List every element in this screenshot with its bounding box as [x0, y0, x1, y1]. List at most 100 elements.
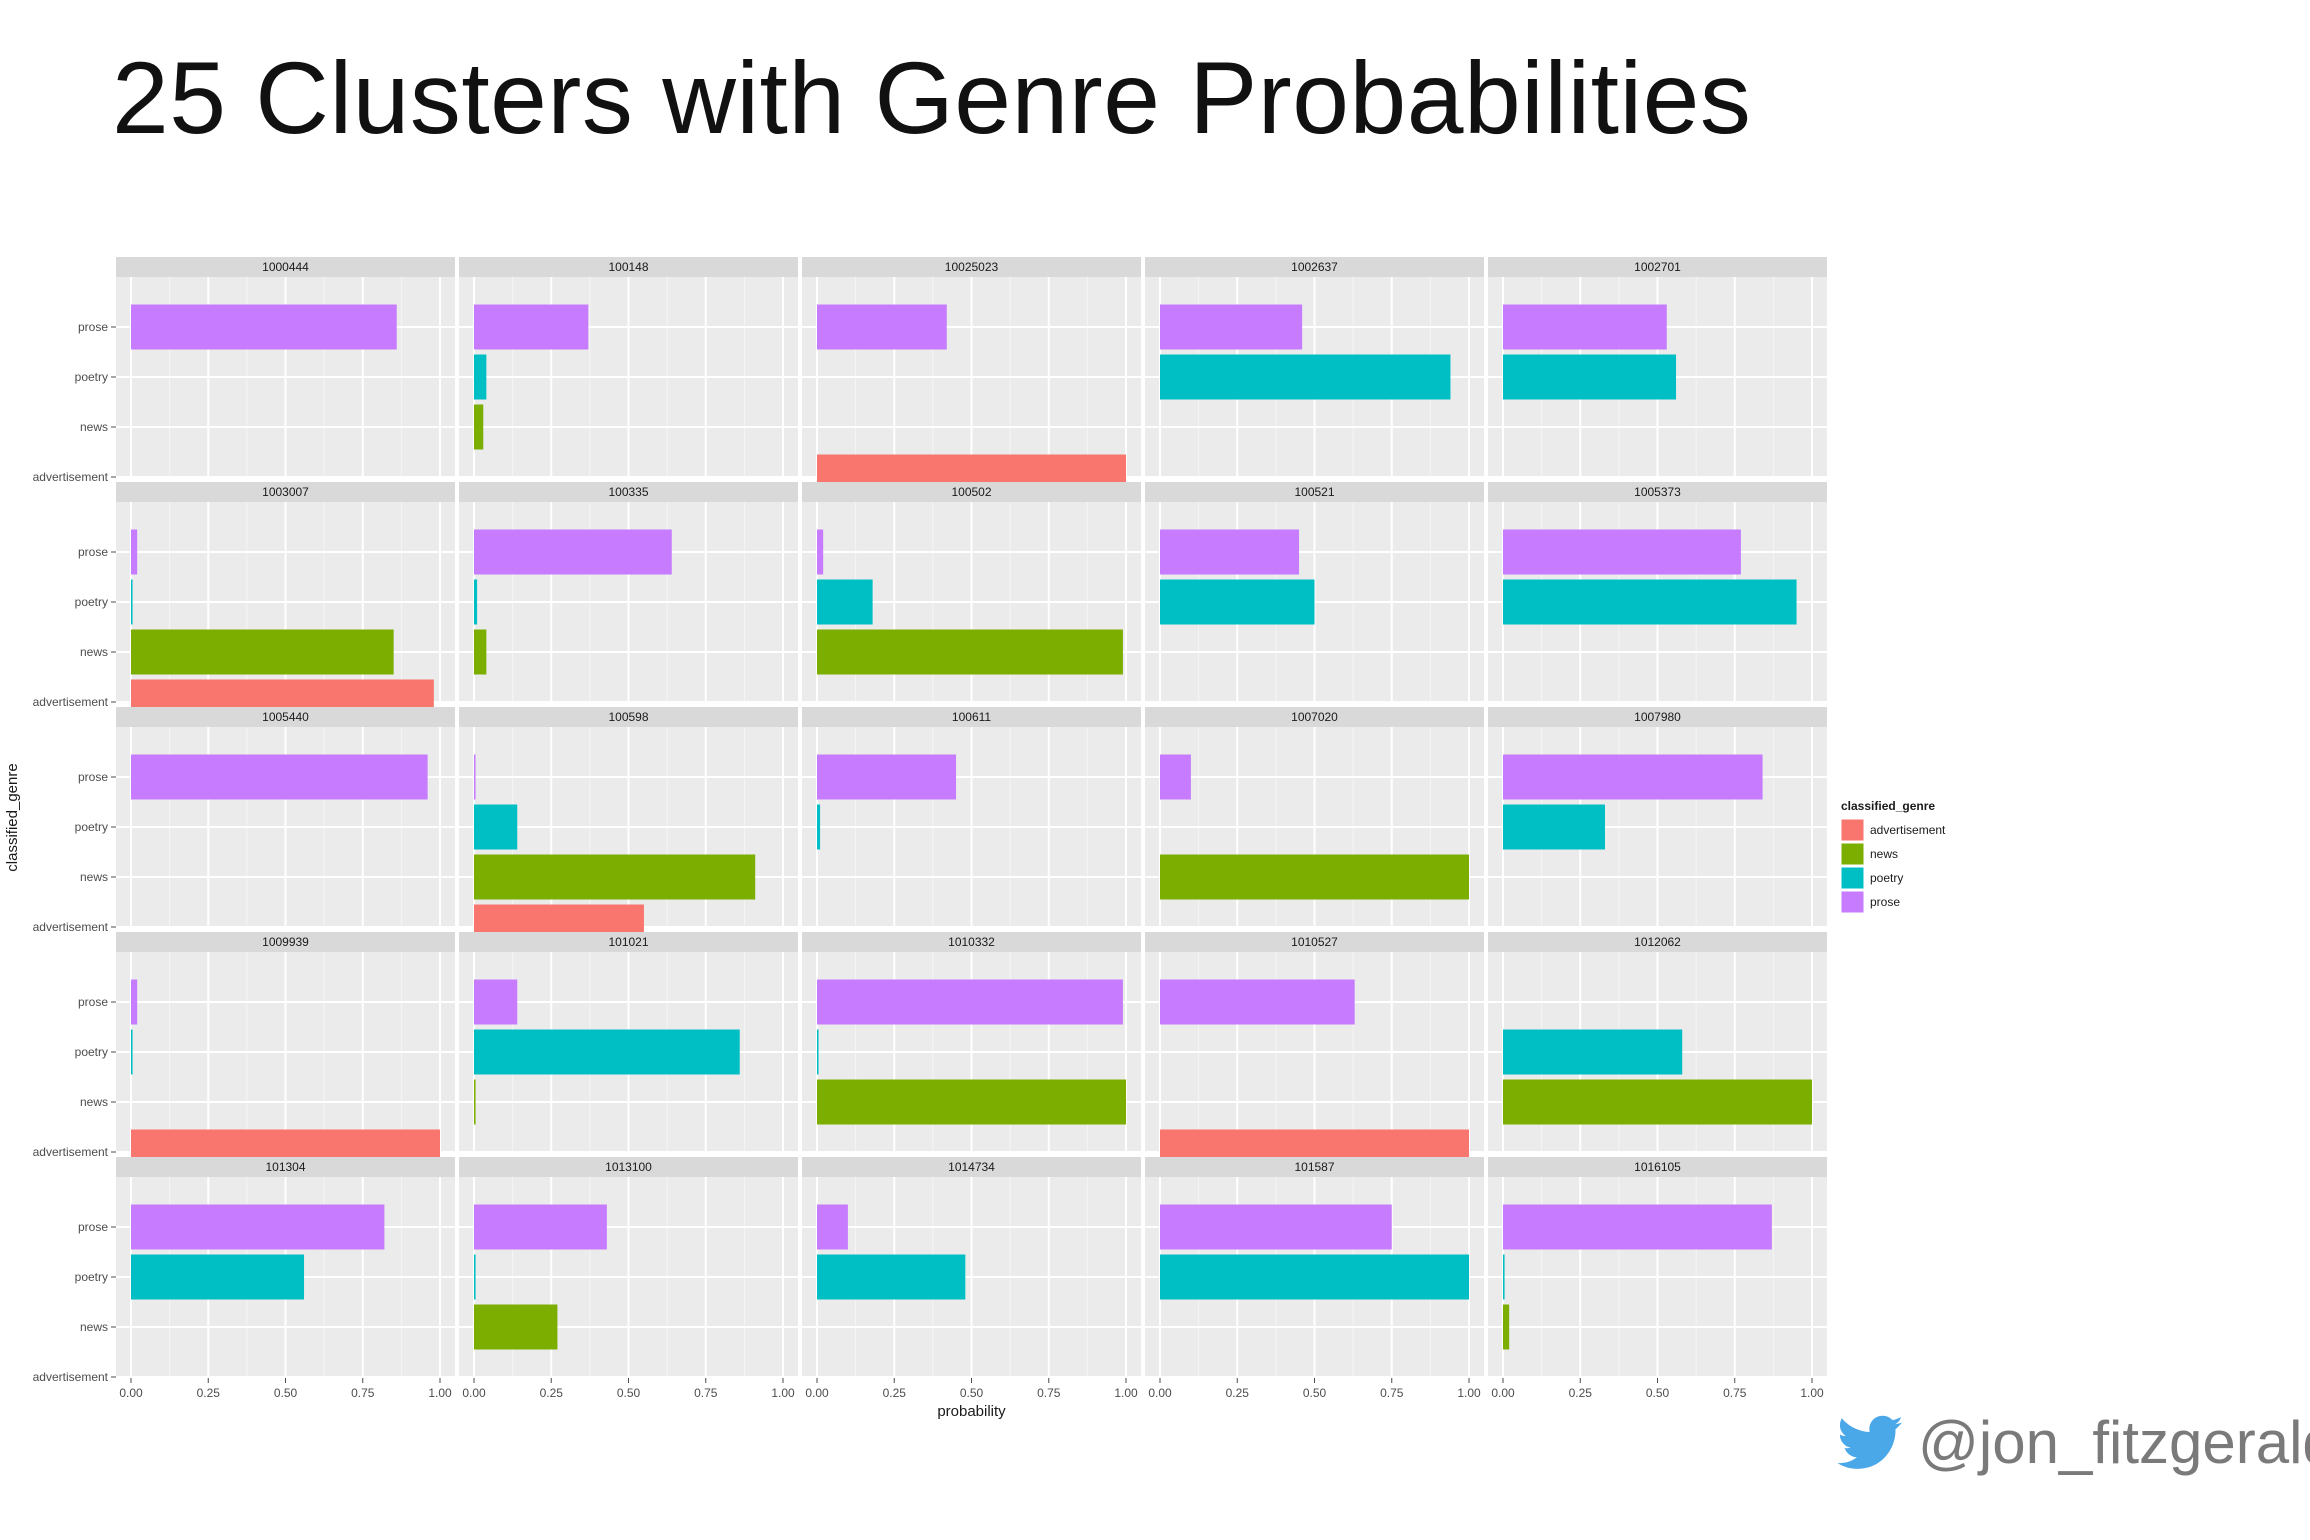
facet-plot — [116, 952, 455, 1175]
facet-strip — [1488, 482, 1827, 502]
facet-strip — [116, 707, 455, 727]
facet-plot — [459, 727, 798, 950]
facet-label: 100521 — [1294, 485, 1334, 499]
x-tick-label: 0.00 — [119, 1386, 143, 1400]
y-tick-label: poetry — [75, 1270, 108, 1284]
bar-poetry — [1503, 1254, 1505, 1300]
facet-plot — [802, 1177, 1141, 1378]
facet-strip — [1488, 932, 1827, 952]
y-tick-label: advertisement — [33, 470, 109, 484]
bar-prose — [1503, 304, 1667, 350]
facet-label: 1009939 — [262, 935, 309, 949]
facet-strip — [459, 707, 798, 727]
x-tick-label: 1.00 — [428, 1386, 452, 1400]
bar-prose — [474, 754, 476, 800]
bar-poetry — [1160, 579, 1315, 625]
bar-prose — [131, 754, 428, 800]
y-tick-label: news — [80, 420, 108, 434]
y-axis-title: classified_genre — [4, 763, 21, 871]
x-tick-label: 0.25 — [1569, 1386, 1593, 1400]
bar-poetry — [131, 1029, 133, 1075]
facet-plot — [1488, 502, 1827, 703]
facet-plot — [1488, 277, 1827, 478]
bar-prose — [817, 529, 824, 575]
bar-news — [1160, 854, 1469, 900]
y-tick-label: news — [80, 645, 108, 659]
twitter-handle: @jon_fitzgerald — [1838, 1408, 2310, 1477]
facet-label: 1002637 — [1291, 260, 1338, 274]
bar-prose — [1160, 529, 1300, 575]
facet-strip — [802, 257, 1141, 277]
bar-poetry — [131, 1254, 305, 1300]
facet-panel: 1016105 0.00 0.25 0.50 0.75 1.00 — [1488, 1157, 1827, 1400]
x-tick-label: 0.25 — [197, 1386, 221, 1400]
bar-prose — [1160, 304, 1303, 350]
facet-panel: 1000444 prose poetry news advertisement — [33, 257, 455, 484]
facet-plot — [116, 1177, 455, 1378]
bar-poetry — [1503, 804, 1605, 850]
x-axis-title: probability — [937, 1403, 1006, 1420]
facet-plot — [1145, 727, 1484, 928]
y-tick-label: prose — [78, 770, 108, 784]
x-tick-label: 0.25 — [883, 1386, 907, 1400]
facet-panel: 1007980 — [1488, 707, 1827, 928]
facet-plot — [802, 277, 1141, 500]
bar-prose — [474, 1204, 607, 1250]
facet-panel: 100502 — [802, 482, 1141, 703]
facet-strip — [1488, 257, 1827, 277]
facet-strip — [1145, 1157, 1484, 1177]
bar-prose — [131, 1204, 385, 1250]
twitter-bird-icon — [1838, 1415, 1903, 1469]
bar-news — [474, 854, 756, 900]
facet-panel: 100148 — [459, 257, 798, 478]
facet-plot — [1145, 1177, 1484, 1378]
x-tick-label: 0.00 — [462, 1386, 486, 1400]
facet-label: 1012062 — [1634, 935, 1681, 949]
y-tick-label: advertisement — [33, 695, 109, 709]
facet-label: 1002701 — [1634, 260, 1681, 274]
y-tick-label: news — [80, 870, 108, 884]
facet-panel: 1014734 0.00 0.25 0.50 0.75 1.00 — [802, 1157, 1141, 1400]
y-tick-label: poetry — [75, 595, 108, 609]
bar-news — [474, 1304, 558, 1350]
facet-panel: 100611 — [802, 707, 1141, 928]
facet-label: 100598 — [608, 710, 648, 724]
x-tick-label: 0.00 — [1148, 1386, 1172, 1400]
facet-panel: 101021 — [459, 932, 798, 1153]
facet-strip — [116, 482, 455, 502]
x-tick-label: 1.00 — [1800, 1386, 1824, 1400]
facet-strip — [459, 1157, 798, 1177]
facet-label: 1000444 — [262, 260, 309, 274]
facet-strip — [459, 932, 798, 952]
bar-poetry — [131, 579, 133, 625]
facet-strip — [459, 482, 798, 502]
bar-news — [131, 629, 394, 675]
y-tick-label: news — [80, 1095, 108, 1109]
facet-plot — [116, 727, 455, 928]
bar-prose — [817, 979, 1123, 1025]
facet-panel: 1010527 — [1145, 932, 1484, 1175]
legend-title: classified_genre — [1841, 799, 1935, 813]
bar-prose — [131, 979, 138, 1025]
legend-label: poetry — [1870, 871, 1903, 885]
facet-label: 1010332 — [948, 935, 995, 949]
bar-prose — [1503, 529, 1741, 575]
facet-plot — [116, 277, 455, 478]
bar-poetry — [1160, 354, 1451, 400]
bar-prose — [1160, 979, 1355, 1025]
facet-label: 1016105 — [1634, 1160, 1681, 1174]
x-tick-label: 0.00 — [1491, 1386, 1515, 1400]
x-tick-label: 0.75 — [694, 1386, 718, 1400]
bar-news — [474, 1079, 476, 1125]
bar-poetry — [474, 354, 487, 400]
bar-poetry — [1503, 579, 1797, 625]
x-tick-label: 0.25 — [1226, 1386, 1250, 1400]
legend-swatch — [1840, 890, 1865, 914]
facet-panel: 100335 — [459, 482, 798, 703]
x-tick-label: 0.75 — [1380, 1386, 1404, 1400]
x-tick-label: 1.00 — [1457, 1386, 1481, 1400]
bar-prose — [817, 304, 947, 350]
facet-panel: 100521 — [1145, 482, 1484, 703]
bar-poetry — [817, 1029, 819, 1075]
